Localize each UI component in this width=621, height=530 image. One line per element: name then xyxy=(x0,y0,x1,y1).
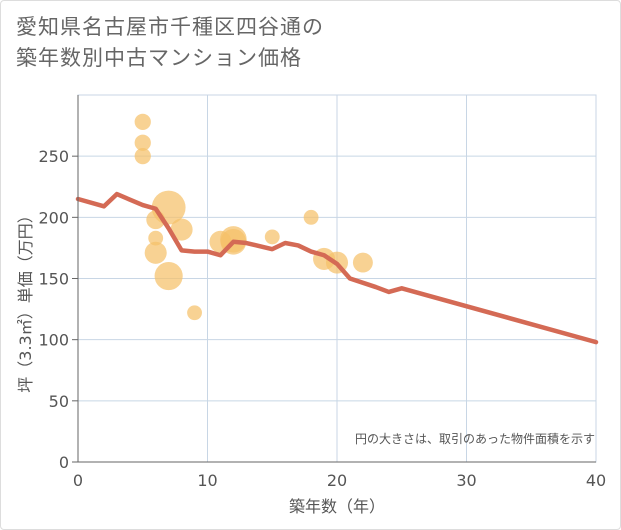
y-tick-label: 0 xyxy=(59,453,69,472)
data-bubble xyxy=(134,148,151,165)
chart-title-line2: 築年数別中古マンション価格 xyxy=(16,46,302,70)
y-tick-label: 150 xyxy=(38,270,69,289)
data-bubble xyxy=(134,134,151,151)
x-tick-label: 10 xyxy=(197,471,217,490)
x-tick-label: 0 xyxy=(73,471,83,490)
x-tick-label: 20 xyxy=(327,471,347,490)
data-bubble xyxy=(154,261,183,291)
x-axis-label: 築年数（年） xyxy=(289,497,385,516)
data-bubble xyxy=(352,252,373,273)
y-axis-label: 坪（3.3㎡）単価（万円） xyxy=(16,207,35,392)
data-bubble xyxy=(264,229,280,245)
y-tick-label: 200 xyxy=(38,208,69,227)
x-tick-label: 40 xyxy=(586,471,606,490)
y-tick-label: 250 xyxy=(38,147,69,166)
y-tick-label: 50 xyxy=(49,392,69,411)
trend-line-layer xyxy=(75,191,599,345)
data-bubble xyxy=(144,241,167,264)
y-tick-label: 100 xyxy=(38,331,69,350)
data-bubble xyxy=(187,305,202,321)
data-bubble xyxy=(134,113,151,131)
axis-layer: 0 10 20 30 40 0 50 100 150 200 250 xyxy=(38,95,606,490)
data-bubble xyxy=(148,230,164,246)
grid-layer xyxy=(77,94,597,463)
data-bubble xyxy=(303,209,319,225)
bubble-size-note: 円の大きさは、取引のあった物件面積を示す xyxy=(355,431,595,446)
chart-title-line1: 愛知県名古屋市千種区四谷通の xyxy=(16,15,324,39)
x-tick-label: 30 xyxy=(456,471,476,490)
data-bubble xyxy=(170,218,193,241)
trend-line xyxy=(75,191,599,345)
chart-title: 愛知県名古屋市千種区四谷通の 築年数別中古マンション価格 xyxy=(16,12,324,74)
